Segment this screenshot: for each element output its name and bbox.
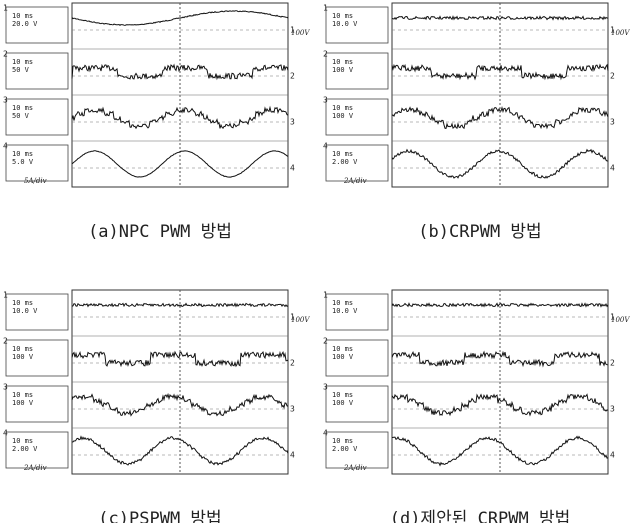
readout-scale: 100 V (332, 353, 354, 361)
right-label: 100V (611, 29, 630, 37)
channel-marker: 2 (610, 359, 615, 368)
channel-number: 1 (3, 291, 8, 300)
readout-time: 10 ms (332, 58, 353, 66)
waveform (72, 395, 288, 416)
readout-time: 10 ms (332, 104, 353, 112)
readout-time: 10 ms (332, 437, 353, 445)
channel-number: 1 (323, 291, 328, 300)
channel-number: 1 (3, 4, 8, 13)
readout-time: 10 ms (332, 150, 353, 158)
readout-time: 10 ms (12, 345, 33, 353)
readout-scale: 2.00 V (332, 158, 358, 166)
channel-marker: 4 (290, 164, 295, 173)
readout-time: 10 ms (332, 391, 353, 399)
right-label: 100V (291, 316, 310, 324)
readout-scale: 100 V (332, 66, 354, 74)
caption: (d)제안된 CRPWM 방법 (390, 509, 571, 523)
caption: (b)CRPWM 방법 (418, 222, 541, 242)
channel-marker: 2 (290, 359, 295, 368)
caption: (c)PSPWM 방법 (98, 509, 221, 523)
readout-scale: 2.00 V (12, 445, 38, 453)
readout-time: 10 ms (332, 12, 353, 20)
right-label: 100V (611, 316, 630, 324)
channel-number: 4 (3, 429, 8, 438)
readout-time: 10 ms (12, 391, 33, 399)
channel-number: 2 (323, 337, 328, 346)
readout-scale: 100 V (332, 112, 354, 120)
right-label: 100V (291, 29, 310, 37)
figure: 110 ms20.0 V1210 ms50 V2310 ms50 V3410 m… (0, 0, 633, 523)
readout-time: 10 ms (12, 150, 33, 158)
channel-number: 4 (323, 142, 328, 151)
bottom-label: 5A/div (24, 177, 47, 185)
readout-time: 10 ms (12, 104, 33, 112)
channel-number: 2 (3, 50, 8, 59)
readout-time: 10 ms (12, 58, 33, 66)
caption: (a)NPC PWM 방법 (88, 222, 232, 242)
readout-time: 10 ms (332, 299, 353, 307)
bottom-label: 2A/div (23, 464, 47, 472)
channel-number: 3 (323, 96, 328, 105)
channel-number: 1 (323, 4, 328, 13)
readout-time: 10 ms (12, 299, 33, 307)
readout-time: 10 ms (12, 437, 33, 445)
channel-number: 4 (323, 429, 328, 438)
channel-number: 3 (3, 383, 8, 392)
readout-scale: 5.0 V (12, 158, 34, 166)
readout-scale: 2.00 V (332, 445, 358, 453)
bottom-label: 2A/div (343, 464, 367, 472)
channel-number: 2 (3, 337, 8, 346)
readout-scale: 100 V (332, 399, 354, 407)
channel-marker: 4 (290, 451, 295, 460)
channel-marker: 4 (610, 451, 615, 460)
readout-scale: 50 V (12, 112, 30, 120)
bottom-label: 2A/div (343, 177, 367, 185)
readout-scale: 100 V (12, 399, 34, 407)
channel-number: 4 (3, 142, 8, 151)
channel-number: 2 (323, 50, 328, 59)
channel-marker: 3 (610, 118, 615, 127)
channel-number: 3 (323, 383, 328, 392)
readout-scale: 100 V (12, 353, 34, 361)
readout-scale: 20.0 V (12, 20, 38, 28)
channel-marker: 2 (290, 72, 295, 81)
readout-scale: 10.0 V (332, 20, 358, 28)
waveform (72, 108, 288, 129)
channel-number: 3 (3, 96, 8, 105)
channel-marker: 3 (290, 405, 295, 414)
readout-scale: 10.0 V (12, 307, 38, 315)
channel-marker: 3 (290, 118, 295, 127)
waveform (392, 108, 608, 129)
channel-marker: 4 (610, 164, 615, 173)
readout-scale: 10.0 V (332, 307, 358, 315)
channel-marker: 3 (610, 405, 615, 414)
waveform (392, 395, 608, 416)
readout-time: 10 ms (332, 345, 353, 353)
readout-time: 10 ms (12, 12, 33, 20)
readout-scale: 50 V (12, 66, 30, 74)
channel-marker: 2 (610, 72, 615, 81)
